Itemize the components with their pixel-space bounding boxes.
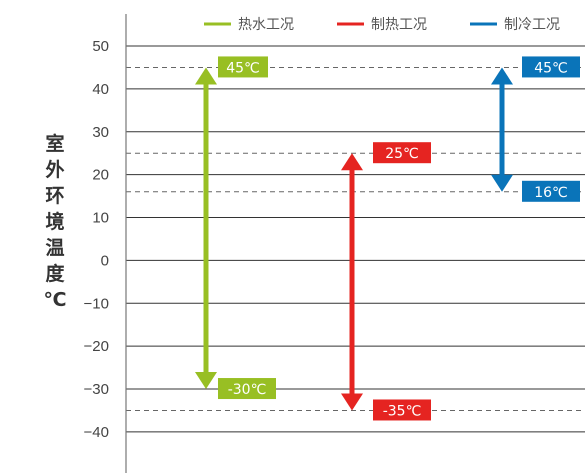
legend-item: 制冷工况 bbox=[470, 17, 560, 33]
range-arrow-head-down bbox=[341, 393, 363, 411]
range-label-bg bbox=[522, 180, 580, 202]
range-label-bg bbox=[373, 399, 431, 421]
reference-lines bbox=[126, 66, 585, 411]
range-label-text: 25℃ bbox=[385, 146, 419, 162]
y-tick-label: −30 bbox=[84, 381, 109, 398]
range-label-min: -30℃ bbox=[218, 378, 276, 400]
range-label-min: -35℃ bbox=[373, 399, 431, 421]
range-label-bg bbox=[218, 378, 276, 400]
y-tick-label: 30 bbox=[92, 124, 109, 141]
range-arrow-head-down bbox=[195, 372, 217, 390]
range-label-text: 45℃ bbox=[226, 60, 260, 76]
grid-lines bbox=[126, 45, 585, 433]
range-arrow-head-up bbox=[341, 153, 363, 171]
y-tick-label: −10 bbox=[84, 295, 109, 312]
range-labels: 45℃ -30℃ 25℃ -35℃ 45℃ 16℃ bbox=[218, 56, 580, 421]
range-arrow-head-up bbox=[491, 67, 513, 85]
y-tick-label: −20 bbox=[84, 338, 109, 355]
range-label-bg bbox=[373, 142, 431, 164]
range-arrow-head-down bbox=[491, 174, 513, 192]
y-tick-label: 40 bbox=[92, 81, 109, 98]
legend-label: 热水工况 bbox=[238, 17, 294, 33]
range-arrow bbox=[491, 67, 513, 192]
range-label-max: 25℃ bbox=[373, 142, 431, 164]
y-tick-label: 10 bbox=[92, 210, 109, 227]
y-tick-labels: 50 40 30 20 10 0 −10 −20 −30 −40 bbox=[84, 38, 109, 441]
y-tick-label: 50 bbox=[92, 38, 109, 55]
range-label-bg bbox=[522, 56, 580, 78]
range-label-text: 45℃ bbox=[534, 60, 568, 76]
legend: 热水工况 制热工况 制冷工况 bbox=[204, 17, 560, 33]
range-arrow bbox=[341, 153, 363, 411]
range-label-bg bbox=[218, 56, 268, 78]
legend-label: 制热工况 bbox=[371, 17, 427, 33]
y-tick-label: −40 bbox=[84, 424, 109, 441]
range-label-max: 45℃ bbox=[522, 56, 580, 78]
range-label-max: 45℃ bbox=[218, 56, 268, 78]
range-arrows bbox=[195, 67, 513, 411]
y-tick-label: 20 bbox=[92, 167, 109, 184]
range-label-min: 16℃ bbox=[522, 180, 580, 202]
range-arrow bbox=[195, 67, 217, 390]
range-label-text: 16℃ bbox=[534, 185, 568, 201]
range-arrow-head-up bbox=[195, 67, 217, 85]
y-tick-label: 0 bbox=[101, 252, 109, 269]
legend-item: 制热工况 bbox=[337, 17, 427, 33]
legend-item: 热水工况 bbox=[204, 17, 294, 33]
range-label-text: -35℃ bbox=[383, 403, 422, 419]
range-label-text: -30℃ bbox=[228, 382, 267, 398]
legend-label: 制冷工况 bbox=[504, 17, 560, 33]
y-axis-label: 室外环境温度℃ bbox=[43, 132, 66, 311]
